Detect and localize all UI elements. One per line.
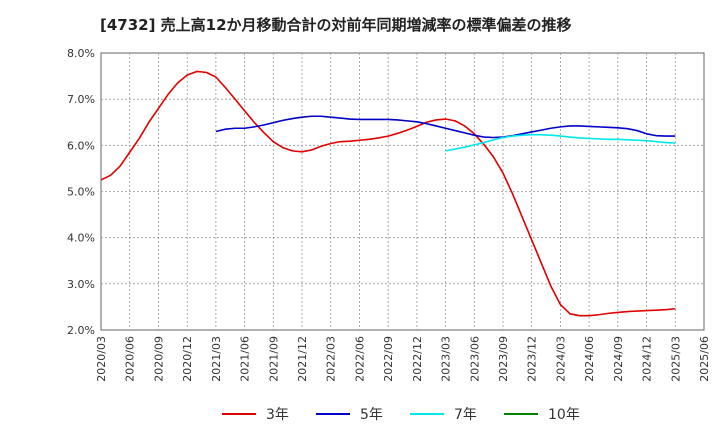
x-tick-label: 2023/06 [468,336,481,382]
y-tick-label: 5.0% [67,186,95,199]
series-lines [100,70,676,317]
x-tick-label: 2024/12 [641,336,654,382]
y-tick-label: 8.0% [67,47,95,60]
axes: 2020/03 2020/06 2020/09 2020/12 2021/03 2021/… [67,47,711,382]
x-tick-label: 2020/12 [181,336,194,382]
series-line-2 [215,115,676,139]
x-tick-label: 2023/03 [440,336,453,382]
legend-label-1: 3年 [266,407,289,423]
x-tick-label: 2020/09 [152,336,165,382]
x-tick-label: 2023/09 [497,336,510,382]
chart-title: [4732] 売上高12か月移動合計の対前年同期増減率の標準偏差の推移 [100,16,572,34]
x-tick-label: 2021/06 [239,336,252,382]
x-tick-label: 2021/09 [267,336,280,382]
x-tick-label: 2021/03 [210,336,223,382]
x-tick-label: 2020/06 [124,336,137,382]
x-tick-label: 2025/03 [669,336,682,382]
series-line-3 [445,133,676,152]
x-tick-label: 2023/12 [526,336,539,382]
x-tick-label: 2025/06 [698,336,711,382]
x-tick-label: 2022/03 [325,336,338,382]
x-tick-label: 2020/03 [95,336,108,382]
y-tick-label: 6.0% [67,139,95,152]
legend: 3年 5年 7年 10年 [222,407,580,423]
legend-label-3: 7年 [454,407,477,423]
x-tick-label: 2024/06 [583,336,596,382]
legend-label-2: 5年 [360,407,383,423]
legend-label-4: 10年 [548,407,580,423]
y-tick-label: 7.0% [67,93,95,106]
x-tick-label: 2022/12 [411,336,424,382]
y-tick-label: 2.0% [67,324,95,337]
x-tick-label: 2024/09 [612,336,625,382]
x-tick-label: 2022/06 [353,336,366,382]
grid [101,53,704,330]
y-tick-label: 4.0% [67,232,95,245]
x-tick-label: 2022/09 [382,336,395,382]
x-tick-label: 2021/12 [296,336,309,382]
y-tick-label: 3.0% [67,278,95,291]
x-tick-label: 2024/03 [554,336,567,382]
series-line-1 [100,70,676,317]
